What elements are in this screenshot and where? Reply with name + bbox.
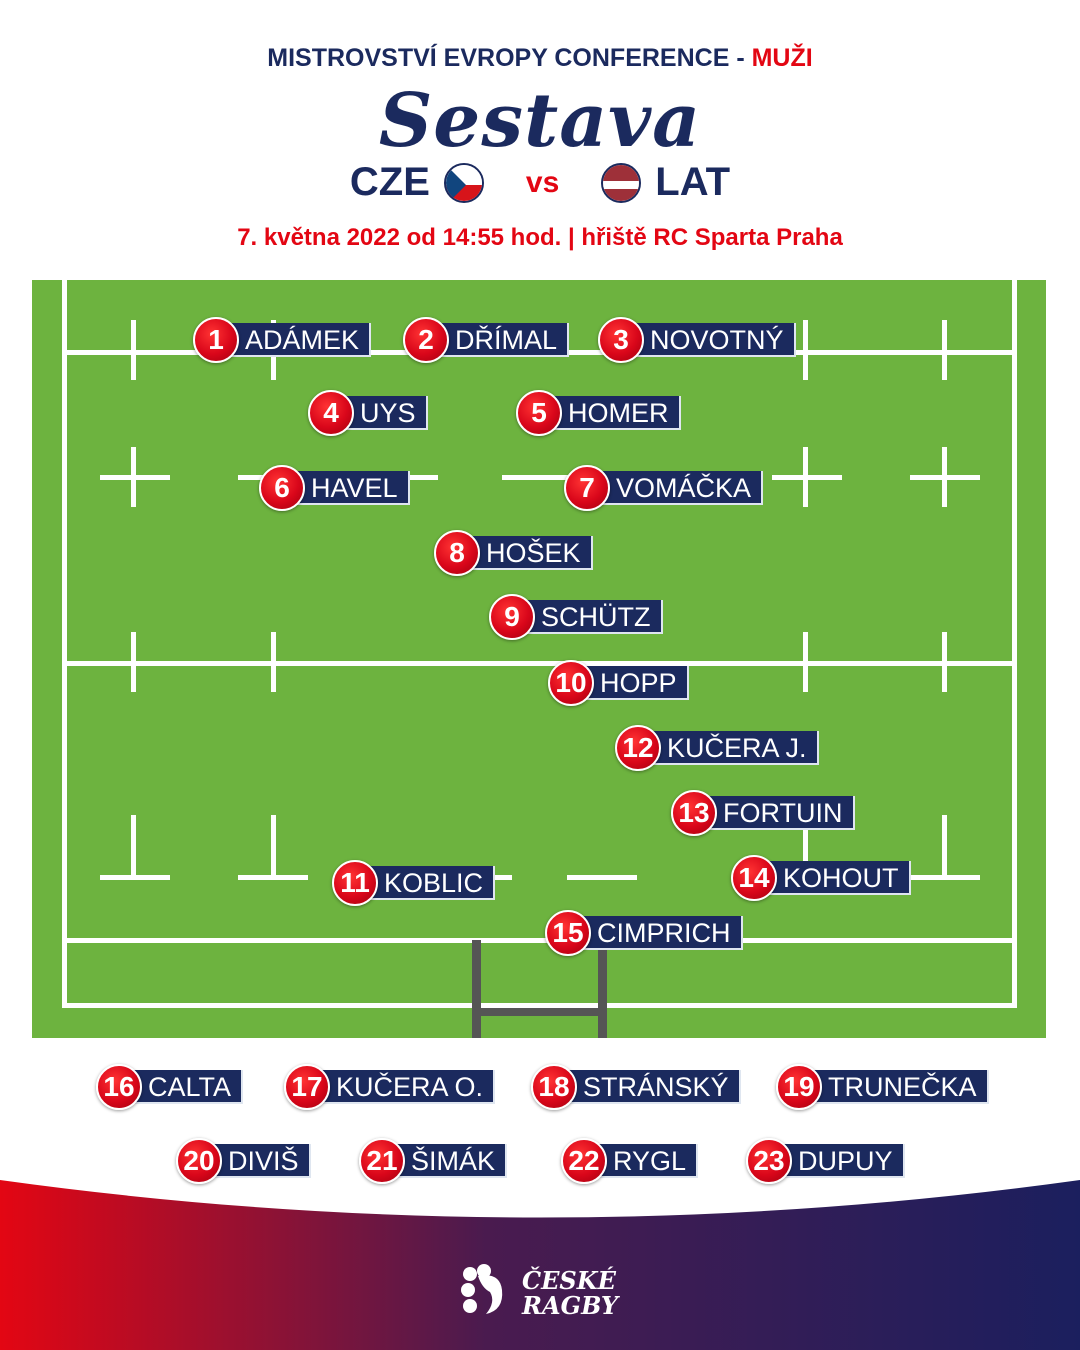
jersey-number: 3 <box>598 317 644 363</box>
jersey-number: 17 <box>284 1064 330 1110</box>
footer-band <box>0 1180 1080 1350</box>
player-14: 14 KOHOUT <box>731 855 911 901</box>
player-6: 6 HAVEL <box>259 465 410 511</box>
jersey-number: 4 <box>308 390 354 436</box>
home-team: CZE <box>349 160 430 204</box>
jersey-number: 8 <box>434 530 480 576</box>
jersey-number: 5 <box>516 390 562 436</box>
player-2: 2 DŘÍMAL <box>403 317 570 363</box>
jersey-number: 13 <box>671 790 717 836</box>
versus: vs <box>525 165 560 199</box>
jersey-number: 20 <box>176 1138 222 1184</box>
player-8: 8 HOŠEK <box>434 530 593 576</box>
logo-line-1: ČESKÉ <box>522 1265 616 1295</box>
player-name: CIMPRICH <box>565 916 743 950</box>
player-7: 7 VOMÁČKA <box>564 465 764 511</box>
player-1: 1 ADÁMEK <box>193 317 372 363</box>
player-name: KUČERA J. <box>635 731 819 765</box>
jersey-number: 22 <box>561 1138 607 1184</box>
player-10: 10 HOPP <box>548 660 689 706</box>
jersey-number: 1 <box>193 317 239 363</box>
player-13: 13 FORTUIN <box>671 790 855 836</box>
lion-crest-icon <box>456 1262 512 1323</box>
player-name: FORTUIN <box>691 796 855 830</box>
jersey-number: 18 <box>531 1064 577 1110</box>
player-name: VOMÁČKA <box>584 471 764 505</box>
jersey-number: 21 <box>359 1138 405 1184</box>
away-team: LAT <box>655 160 731 204</box>
player-4: 4 UYS <box>308 390 428 436</box>
player-name: KUČERA O. <box>304 1070 496 1104</box>
competition-subtitle: MISTROVSTVÍ EVROPY CONFERENCE - MUŽI <box>0 44 1080 73</box>
category: MUŽI <box>751 44 813 72</box>
player-17: 17 KUČERA O. <box>284 1064 496 1110</box>
player-22: 22 RYGL <box>561 1138 699 1184</box>
jersey-number: 15 <box>545 910 591 956</box>
player-23: 23 DUPUY <box>746 1138 905 1184</box>
jersey-number: 11 <box>332 860 378 906</box>
jersey-number: 14 <box>731 855 777 901</box>
player-5: 5 HOMER <box>516 390 681 436</box>
player-12: 12 KUČERA J. <box>615 725 819 771</box>
latvian-flag-icon <box>601 162 642 203</box>
page-title: Sestava <box>378 78 702 164</box>
jersey-number: 23 <box>746 1138 792 1184</box>
player-11: 11 KOBLIC <box>332 860 496 906</box>
player-name: TRUNEČKA <box>796 1070 989 1104</box>
ceske-ragby-logo: ČESKÉ RAGBY <box>456 1262 618 1323</box>
competition-name: MISTROVSTVÍ EVROPY CONFERENCE - <box>267 44 752 72</box>
player-9: 9 SCHÜTZ <box>489 594 663 640</box>
player-21: 21 ŠIMÁK <box>359 1138 508 1184</box>
player-name: NOVOTNÝ <box>618 323 796 357</box>
jersey-number: 9 <box>489 594 535 640</box>
jersey-number: 12 <box>615 725 661 771</box>
match-details: 7. května 2022 od 14:55 hod. | hřiště RC… <box>237 224 843 251</box>
matchup: CZE vs LAT <box>0 160 1080 205</box>
jersey-number: 2 <box>403 317 449 363</box>
player-name: STRÁNSKÝ <box>551 1070 741 1104</box>
player-20: 20 DIVIŠ <box>176 1138 311 1184</box>
jersey-number: 19 <box>776 1064 822 1110</box>
jersey-number: 7 <box>564 465 610 511</box>
czech-flag-icon <box>443 162 484 203</box>
player-name: KOHOUT <box>751 861 911 895</box>
player-name: ADÁMEK <box>213 323 372 357</box>
player-16: 16 CALTA <box>96 1064 244 1110</box>
logo-line-2: RAGBY <box>522 1290 619 1320</box>
player-19: 19 TRUNEČKA <box>776 1064 989 1110</box>
jersey-number: 16 <box>96 1064 142 1110</box>
player-15: 15 CIMPRICH <box>545 910 743 956</box>
jersey-number: 6 <box>259 465 305 511</box>
player-3: 3 NOVOTNÝ <box>598 317 796 363</box>
jersey-number: 10 <box>548 660 594 706</box>
player-18: 18 STRÁNSKÝ <box>531 1064 741 1110</box>
